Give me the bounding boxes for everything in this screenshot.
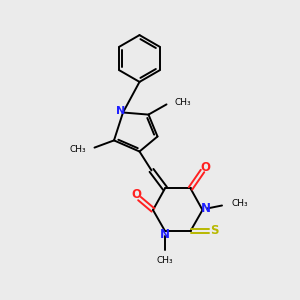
Text: N: N bbox=[200, 202, 211, 215]
Text: N: N bbox=[159, 228, 170, 241]
Text: N: N bbox=[116, 106, 125, 116]
Text: O: O bbox=[200, 161, 211, 174]
Text: CH₃: CH₃ bbox=[175, 98, 191, 107]
Text: CH₃: CH₃ bbox=[231, 200, 247, 208]
Text: CH₃: CH₃ bbox=[70, 145, 86, 154]
Text: O: O bbox=[131, 188, 141, 202]
Text: CH₃: CH₃ bbox=[157, 256, 173, 265]
Text: S: S bbox=[210, 224, 218, 238]
